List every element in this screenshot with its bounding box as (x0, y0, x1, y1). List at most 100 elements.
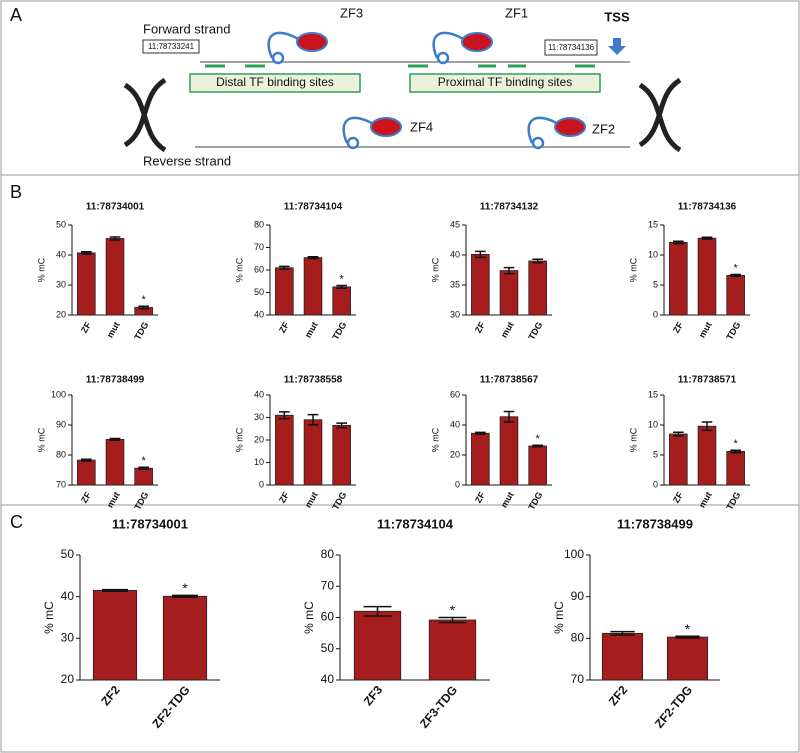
bar (601, 632, 644, 681)
bar (471, 253, 490, 316)
chart-title: 11:78738558 (284, 375, 343, 386)
error-bar (109, 236, 121, 241)
error-bar (730, 449, 741, 454)
error-bar (675, 635, 700, 639)
y-tick-label: 30 (61, 631, 75, 645)
x-tick-label: ZF (79, 320, 93, 335)
chart-title: 11:78734001 (86, 202, 145, 213)
y-tick-label: 40 (56, 249, 66, 259)
error-bar (138, 305, 149, 310)
y-tick-label: 30 (254, 412, 264, 422)
error-bar (503, 410, 515, 423)
chart-title: 11:78738499 (86, 375, 145, 386)
y-tick-label: 40 (61, 589, 75, 603)
y-tick-label: 40 (450, 419, 460, 429)
tss-arrow (608, 38, 626, 55)
y-axis-label: % mC (552, 601, 566, 634)
axes (71, 395, 158, 486)
strand-label: Forward strand (143, 21, 230, 36)
panel-label: B (10, 182, 22, 202)
y-axis-label: % mC (628, 257, 638, 282)
error-bar (673, 431, 684, 437)
zf-label: ZF1 (505, 5, 528, 20)
coord-box (142, 39, 200, 54)
error-bar (610, 630, 635, 636)
error-bar (475, 250, 486, 259)
significance-mark: * (142, 294, 147, 306)
bar (275, 267, 294, 316)
axes (663, 225, 750, 316)
bar (726, 450, 745, 486)
axes (269, 395, 356, 486)
error-bar (503, 266, 515, 275)
x-tick-label: TDG (526, 490, 544, 511)
y-tick-label: 50 (321, 641, 335, 655)
significance-mark: * (734, 262, 739, 274)
bar (697, 237, 717, 316)
y-tick-label: 0 (653, 479, 658, 489)
y-tick-label: 70 (321, 578, 335, 592)
y-axis-label: % mC (628, 427, 638, 452)
y-tick-label: 100 (564, 547, 584, 561)
y-tick-label: 15 (648, 219, 658, 229)
bar (528, 260, 547, 316)
bar (428, 619, 477, 681)
error-bar (730, 273, 741, 278)
bar (105, 438, 125, 486)
bar (92, 590, 138, 681)
error-bar (109, 437, 121, 442)
y-tick-label: 30 (450, 309, 460, 319)
y-tick-label: 80 (254, 219, 264, 229)
x-tick-label: TDG (132, 320, 150, 341)
bar (353, 610, 402, 681)
panel-label: C (10, 512, 23, 532)
significance-mark: * (340, 273, 345, 285)
y-tick-label: 20 (450, 449, 460, 459)
error-bar (475, 431, 486, 435)
y-tick-label: 20 (61, 672, 75, 686)
bar (105, 238, 125, 316)
distal-box (189, 73, 361, 93)
axes (465, 225, 552, 316)
y-tick-label: 60 (450, 389, 460, 399)
axes (465, 395, 552, 486)
chart-title: 11:78734136 (678, 202, 737, 213)
y-tick-label: 50 (254, 287, 264, 297)
zf-label: ZF4 (410, 119, 433, 134)
y-tick-label: 90 (56, 419, 66, 429)
x-tick-label: ZF (79, 490, 93, 505)
bar (726, 274, 745, 316)
x-tick-label: ZF (277, 320, 291, 335)
y-tick-label: 50 (56, 219, 66, 229)
tss-label: TSS (604, 9, 630, 24)
error-bar (701, 421, 713, 432)
y-axis-label: % mC (42, 601, 56, 634)
significance-mark: * (450, 602, 456, 618)
bar (275, 414, 294, 486)
error-bar (279, 411, 290, 420)
error-bar (81, 458, 92, 462)
chart-title: 11:78734132 (480, 202, 539, 213)
x-tick-label: mut (697, 320, 714, 339)
bar (332, 424, 351, 486)
strand-label: Reverse strand (143, 153, 231, 168)
coord-label: 11:78734136 (548, 43, 595, 52)
x-tick-label: ZF2-TDG (149, 683, 192, 731)
chart-title: 11:78738571 (678, 375, 737, 386)
x-tick-label: ZF2 (606, 683, 631, 709)
axes (71, 225, 158, 316)
zf-protein: ZF2 (527, 116, 615, 150)
error-bar (532, 258, 543, 264)
x-tick-label: ZF2 (98, 683, 123, 709)
y-tick-label: 60 (321, 610, 335, 624)
x-tick-label: mut (697, 490, 714, 509)
error-bar (81, 250, 92, 255)
y-tick-label: 70 (254, 242, 264, 252)
y-tick-label: 0 (455, 479, 460, 489)
y-tick-label: 40 (254, 389, 264, 399)
x-tick-label: ZF3-TDG (417, 683, 460, 731)
y-tick-label: 0 (653, 309, 658, 319)
y-tick-label: 50 (61, 547, 75, 561)
bar (669, 241, 688, 316)
